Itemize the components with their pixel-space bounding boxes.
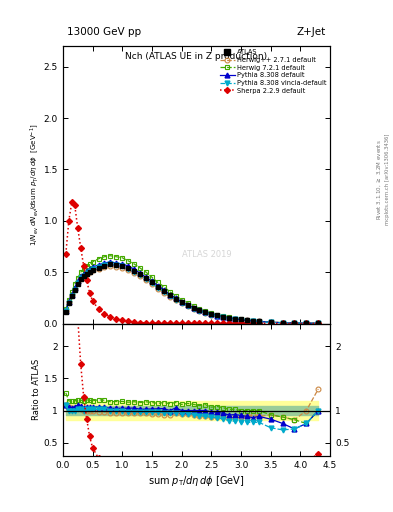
Text: mcplots.cern.ch [arXiv:1306.3436]: mcplots.cern.ch [arXiv:1306.3436] — [385, 134, 389, 225]
Text: Nch (ATLAS UE in Z production): Nch (ATLAS UE in Z production) — [125, 52, 268, 60]
Legend: ATLAS, Herwig++ 2.7.1 default, Herwig 7.2.1 default, Pythia 8.308 default, Pythi: ATLAS, Herwig++ 2.7.1 default, Herwig 7.… — [219, 48, 328, 95]
X-axis label: sum $p_{\rm T}/d\eta\,d\phi$ [GeV]: sum $p_{\rm T}/d\eta\,d\phi$ [GeV] — [148, 474, 245, 488]
Text: 13000 GeV pp: 13000 GeV pp — [67, 27, 141, 37]
Y-axis label: Ratio to ATLAS: Ratio to ATLAS — [32, 359, 41, 420]
Text: Rivet 3.1.10, $\geq$ 3.2M events: Rivet 3.1.10, $\geq$ 3.2M events — [375, 139, 383, 220]
Text: Z+Jet: Z+Jet — [297, 27, 326, 37]
Text: ATLAS 2019: ATLAS 2019 — [182, 250, 232, 259]
Y-axis label: $1/N_{\rm ev}$ $dN_{\rm ev}/d$sum $p_{\rm T}/d\eta\,d\phi$  [GeV$^{-1}$]: $1/N_{\rm ev}$ $dN_{\rm ev}/d$sum $p_{\r… — [28, 123, 41, 246]
